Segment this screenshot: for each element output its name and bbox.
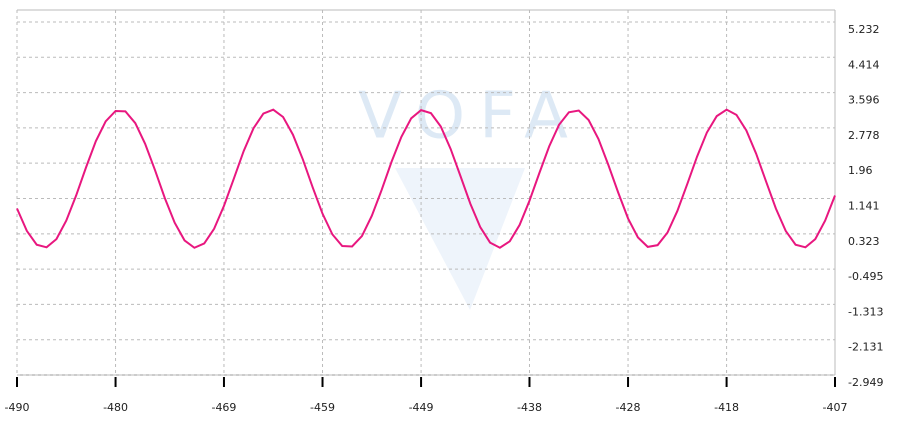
x-tick-label: -438 [517, 401, 542, 414]
x-tick-label: -418 [714, 401, 739, 414]
y-tick-label: -1.313 [848, 305, 883, 318]
x-tick-label: -449 [409, 401, 434, 414]
y-tick-label: 5.232 [848, 23, 880, 36]
x-tick-label: -469 [211, 401, 236, 414]
line [16, 108, 836, 249]
x-tick-label: -459 [310, 401, 335, 414]
y-tick-label: 3.596 [848, 94, 880, 107]
x-tick-label: -407 [823, 401, 848, 414]
x-tick-label: -428 [616, 401, 641, 414]
y-tick-label: 2.778 [848, 129, 880, 142]
watermark-logo [395, 168, 525, 310]
x-tick-label: -480 [103, 401, 128, 414]
y-tick-label: 0.323 [848, 235, 880, 248]
y-tick-label: -2.949 [848, 376, 883, 389]
y-tick-label: 4.414 [848, 58, 880, 71]
y-tick-label: 1.96 [848, 164, 873, 177]
y-tick-label: -2.131 [848, 341, 883, 354]
x-tick-label: -490 [5, 401, 30, 414]
watermark: VOFA [358, 80, 582, 154]
y-tick-label: 1.141 [848, 200, 880, 213]
y-tick-label: -0.495 [848, 270, 883, 283]
